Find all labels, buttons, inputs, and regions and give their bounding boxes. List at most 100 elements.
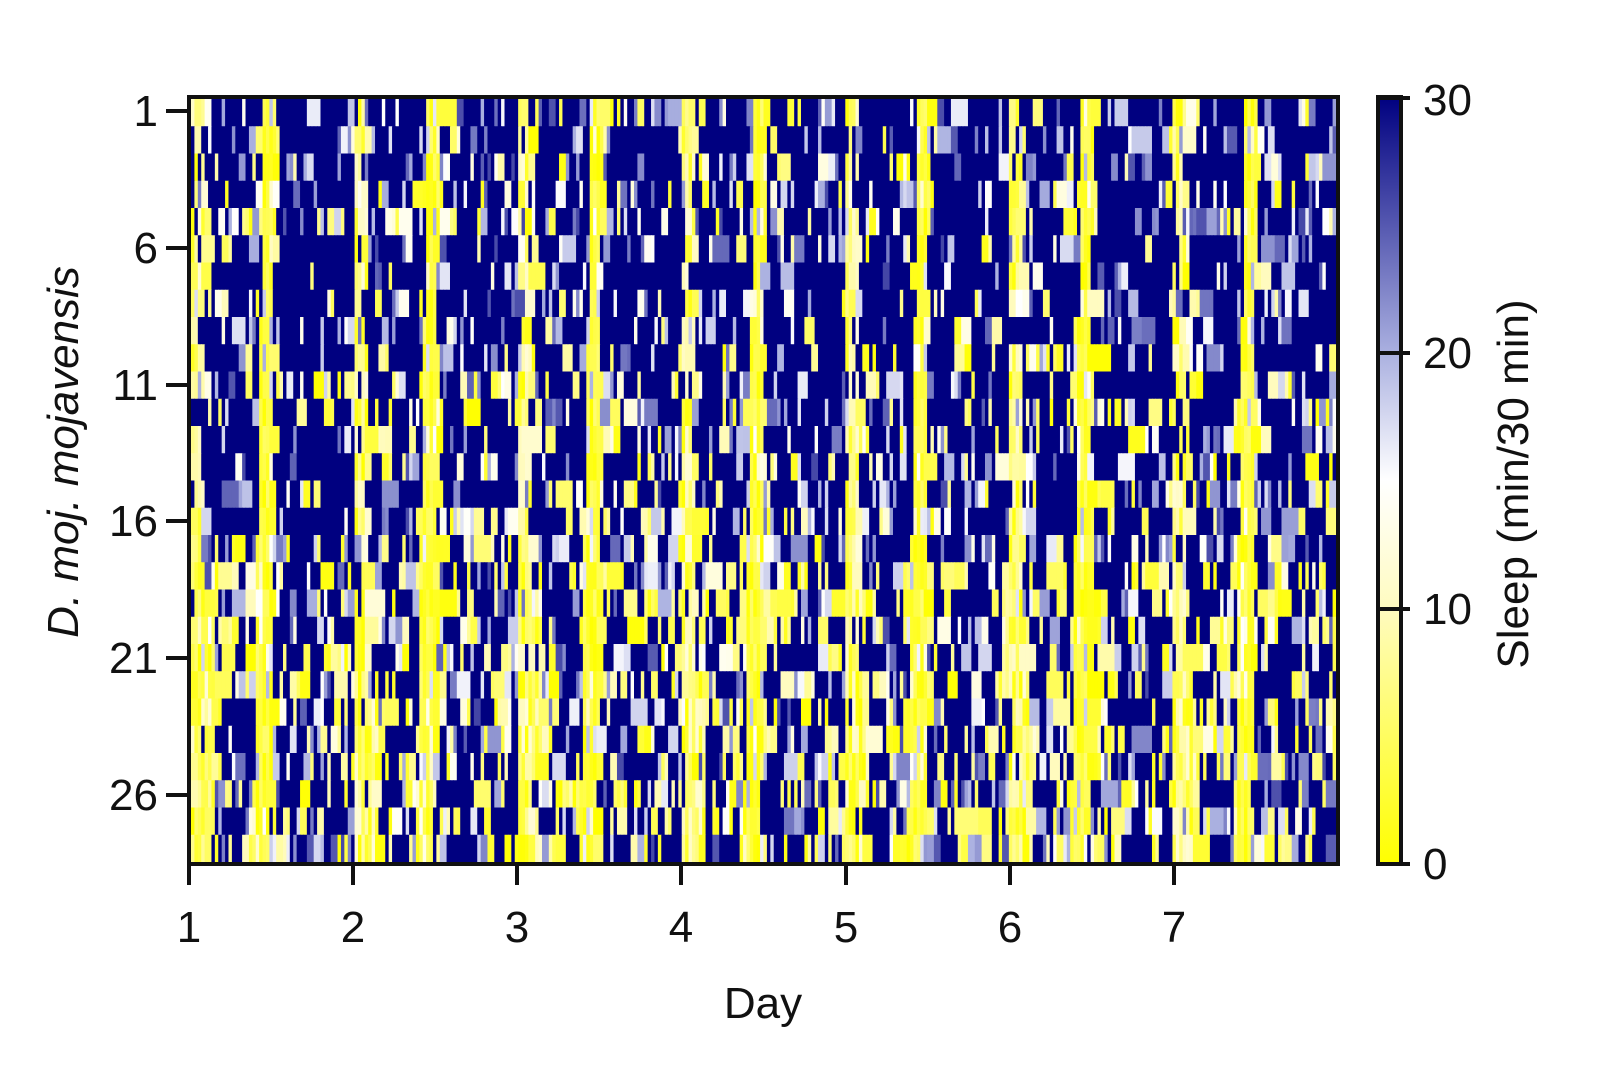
heatmap-cell [1226, 398, 1231, 427]
heatmap-cell [899, 317, 904, 345]
heatmap-cell [501, 398, 506, 427]
heatmap-cell [937, 235, 942, 264]
heatmap-cell [1015, 480, 1020, 509]
heatmap-cell [439, 317, 444, 345]
heatmap-cell [562, 208, 567, 236]
heatmap-cell [1066, 426, 1071, 454]
heatmap-cell [906, 235, 911, 264]
heatmap-cell [317, 126, 322, 155]
heatmap-cell [248, 262, 253, 291]
heatmap-cell [930, 453, 935, 482]
heatmap-cell [674, 371, 679, 400]
heatmap-cell [446, 99, 451, 127]
heatmap-cell [1015, 453, 1020, 482]
heatmap-cell [875, 99, 880, 127]
heatmap-cell [702, 99, 707, 127]
heatmap-cell [477, 262, 482, 291]
heatmap-cell [770, 262, 775, 291]
heatmap-cell [1019, 153, 1024, 182]
heatmap-cell [582, 344, 587, 373]
heatmap-cell [702, 480, 707, 509]
heatmap-cell [1230, 398, 1235, 427]
heatmap-cell [681, 235, 686, 264]
heatmap-cell [1070, 262, 1075, 291]
heatmap-cell [1226, 453, 1231, 482]
heatmap-cell [620, 426, 625, 454]
heatmap-cell [1145, 317, 1150, 345]
heatmap-cell [1151, 398, 1156, 427]
heatmap-cell [950, 453, 955, 482]
heatmap-cell [300, 208, 305, 236]
heatmap-cell [286, 453, 291, 482]
heatmap-cell [634, 153, 639, 182]
heatmap-cell [1083, 99, 1088, 127]
heatmap-cell [899, 453, 904, 482]
heatmap-cell [606, 426, 611, 454]
heatmap-cell [238, 180, 243, 209]
heatmap-cell [1090, 317, 1095, 345]
heatmap-cell [589, 398, 594, 427]
heatmap-cell [1155, 453, 1160, 482]
heatmap-cell [323, 99, 328, 127]
heatmap-cell [920, 208, 925, 236]
heatmap-cell [357, 371, 362, 400]
heatmap-cell [201, 262, 206, 291]
heatmap-cell [678, 262, 683, 291]
heatmap-cell [351, 99, 356, 127]
heatmap-cell [1264, 126, 1269, 155]
heatmap-cell [981, 398, 986, 427]
heatmap-cell [204, 398, 209, 427]
heatmap-cell [1008, 289, 1013, 318]
heatmap-cell [262, 180, 267, 209]
heatmap-cell [862, 126, 867, 155]
heatmap-cell [572, 262, 577, 291]
heatmap-cell [385, 153, 390, 182]
heatmap-cell [538, 235, 543, 264]
heatmap-cell [920, 235, 925, 264]
heatmap-cell [777, 126, 782, 155]
heatmap-cell [1032, 426, 1037, 454]
heatmap-cell [313, 344, 318, 373]
heatmap-cell [865, 235, 870, 264]
heatmap-cell [869, 398, 874, 427]
heatmap-cell [1131, 289, 1136, 318]
heatmap-cell [763, 426, 768, 454]
heatmap-cell [375, 317, 380, 345]
heatmap-cell [211, 208, 216, 236]
heatmap-cell [1288, 453, 1293, 482]
heatmap-cell [1158, 262, 1163, 291]
heatmap-cell [562, 344, 567, 373]
heatmap-cell [814, 480, 819, 509]
heatmap-cell [576, 126, 581, 155]
heatmap-cell [773, 480, 778, 509]
heatmap-cell [1233, 262, 1238, 291]
heatmap-cell [405, 371, 410, 400]
heatmap-cell [995, 398, 1000, 427]
heatmap-cell [535, 371, 540, 400]
heatmap-cell [456, 208, 461, 236]
heatmap-cell [460, 344, 465, 373]
heatmap-cell [204, 453, 209, 482]
heatmap-cell [357, 426, 362, 454]
heatmap-cell [1114, 453, 1119, 482]
heatmap-cell [766, 153, 771, 182]
heatmap-cell [756, 453, 761, 482]
heatmap-cell [1169, 480, 1174, 509]
heatmap-cell [688, 126, 693, 155]
heatmap-cell [453, 99, 458, 127]
heatmap-cell [1179, 208, 1184, 236]
heatmap-cell [596, 426, 601, 454]
heatmap-cell [1203, 289, 1208, 318]
heatmap-cell [627, 208, 632, 236]
heatmap-cell [262, 289, 267, 318]
heatmap-cell [596, 262, 601, 291]
heatmap-cell [760, 126, 765, 155]
heatmap-cell [603, 235, 608, 264]
heatmap-cell [1121, 153, 1126, 182]
heatmap-cell [1155, 208, 1160, 236]
heatmap-cell [1039, 453, 1044, 482]
heatmap-cell [1158, 426, 1163, 454]
heatmap-cell [1148, 317, 1153, 345]
heatmap-cell [528, 453, 533, 482]
heatmap-cell [613, 344, 618, 373]
